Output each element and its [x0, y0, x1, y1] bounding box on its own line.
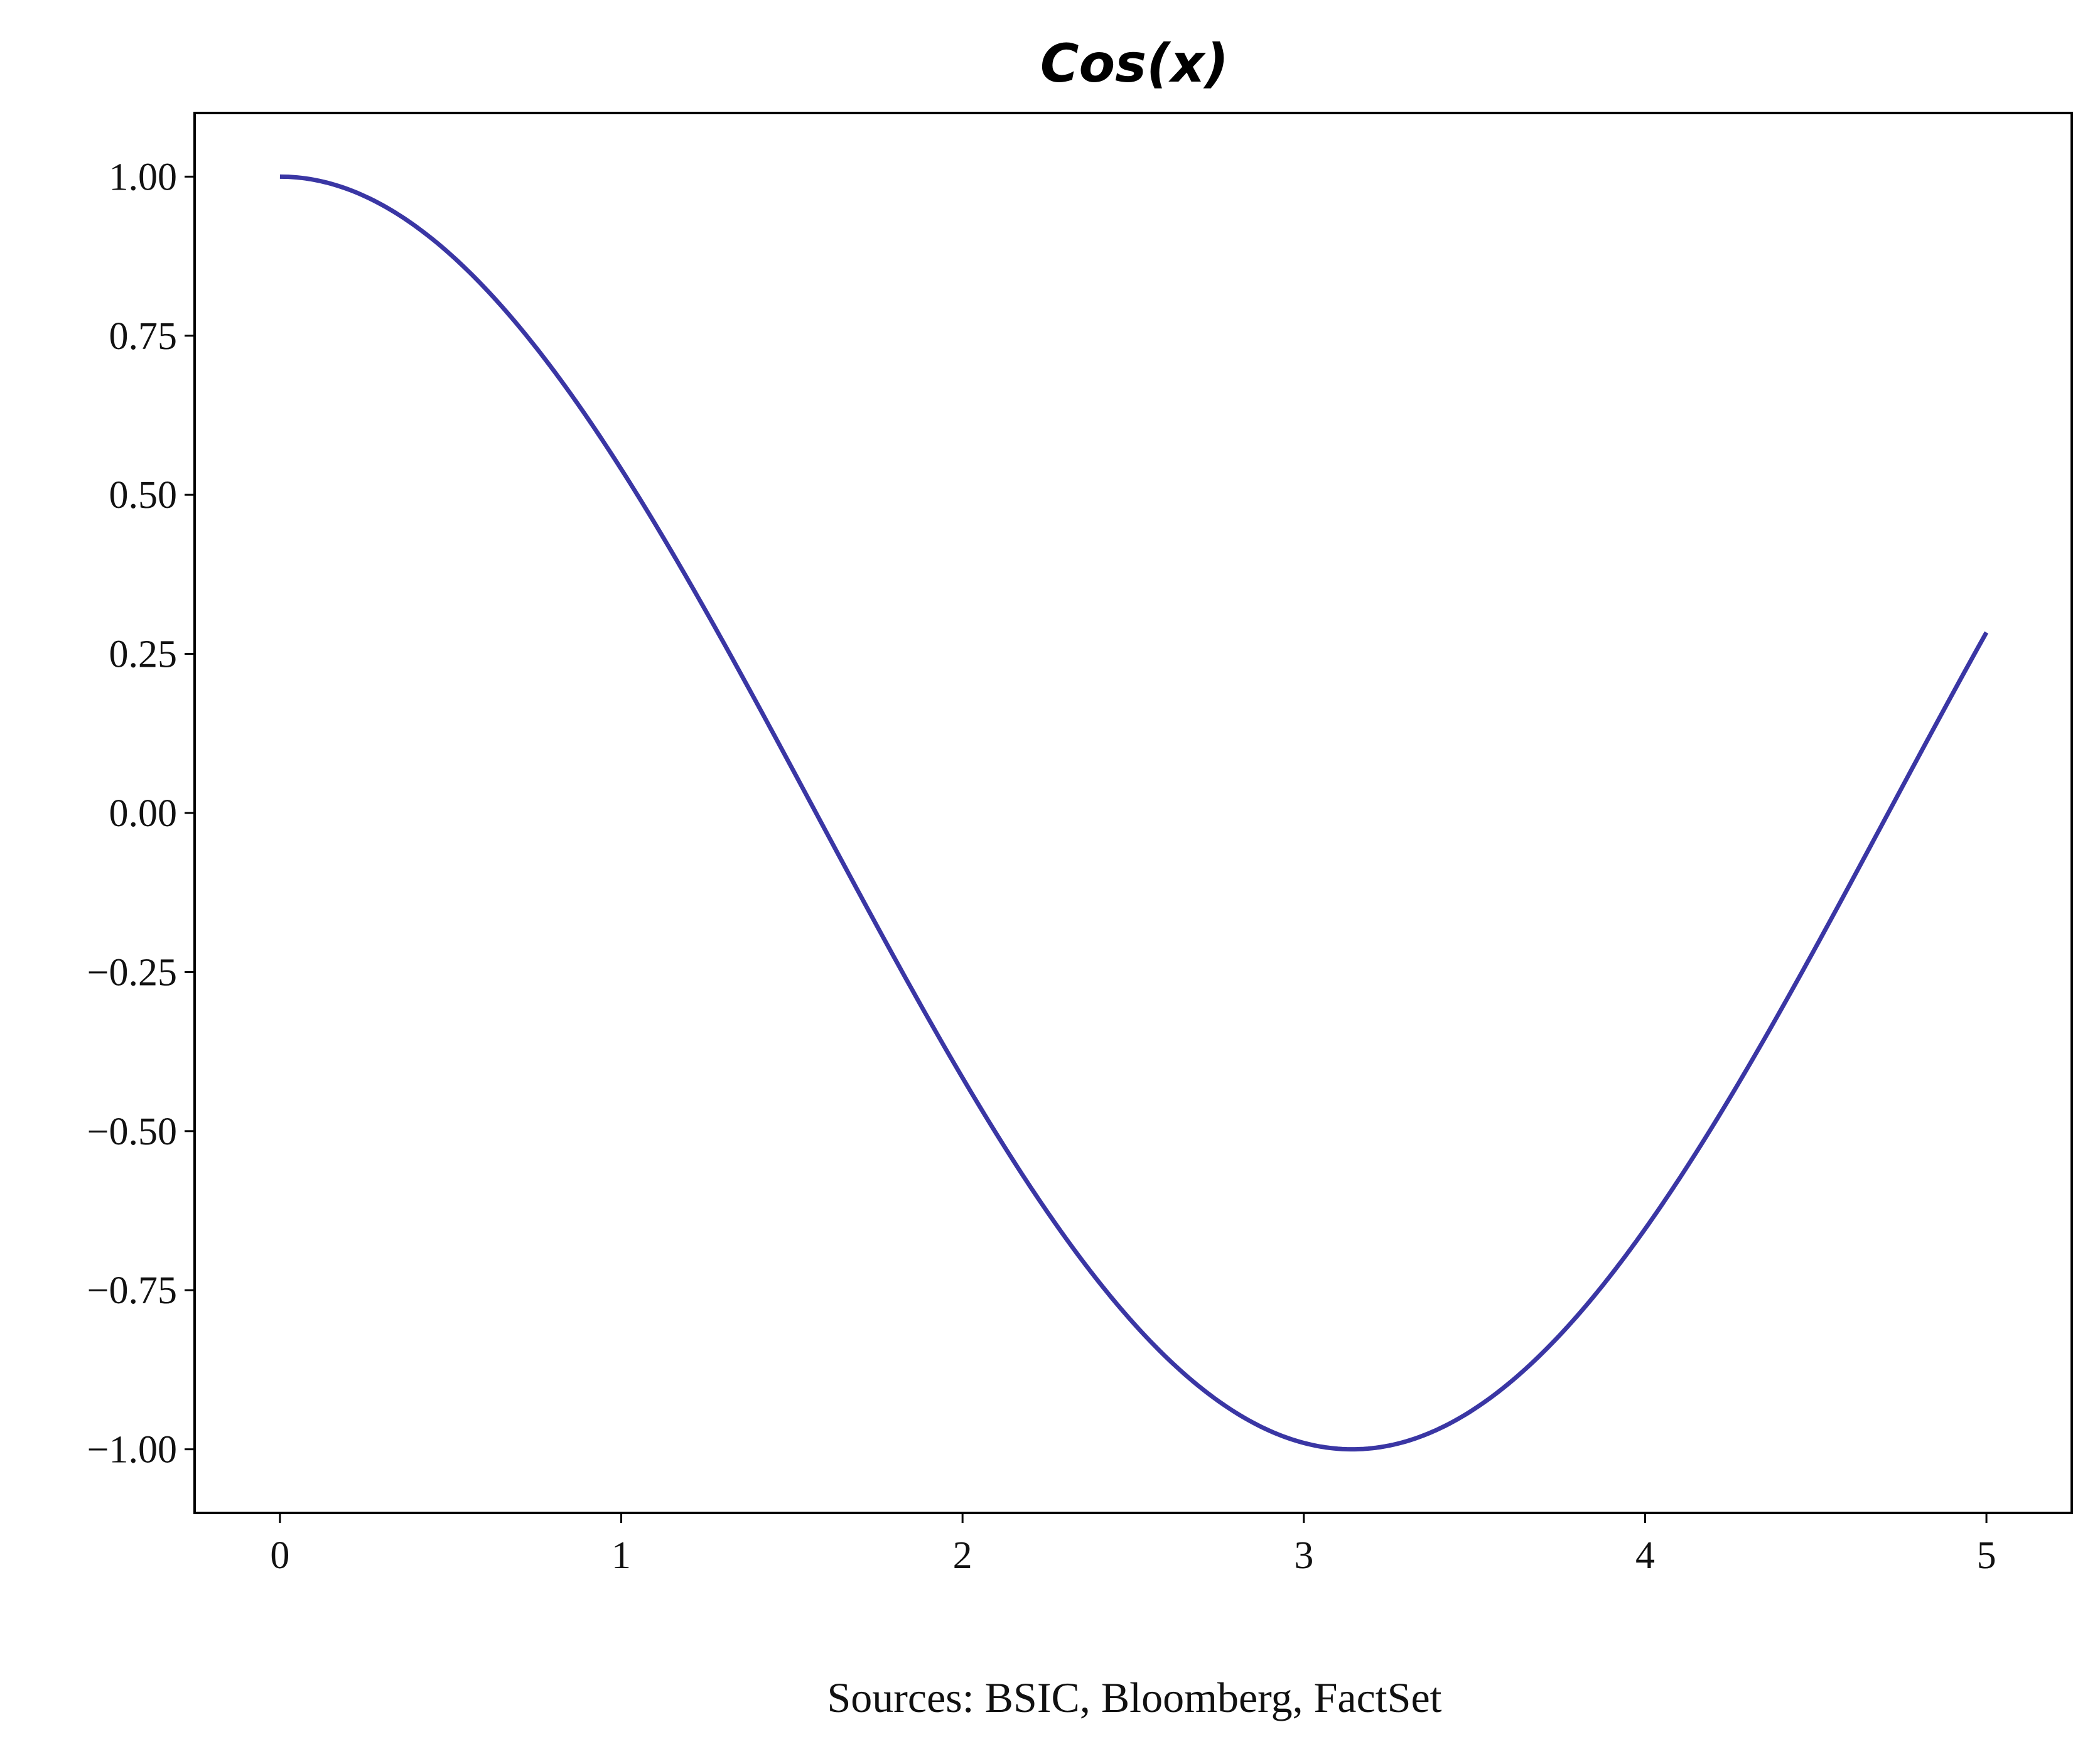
y-tick-label: −0.50 [87, 1111, 177, 1153]
y-tick-label: 0.50 [109, 474, 178, 517]
x-tick-label: 5 [1977, 1534, 1996, 1577]
source-note: Sources: BSIC, Bloomberg, FactSet [827, 1674, 1441, 1721]
x-axis: 0 1 2 3 4 5 [270, 1513, 1996, 1577]
x-tick-label: 1 [611, 1534, 631, 1577]
y-axis: 1.00 0.75 0.50 0.25 0.00 −0.25 −0.50 −0.75 −1.00 [87, 156, 195, 1472]
x-tick-label: 3 [1294, 1534, 1313, 1577]
y-tick-label: 1.00 [109, 156, 178, 198]
series-line-0 [279, 174, 1989, 1452]
x-tick-label: 0 [270, 1534, 289, 1577]
y-tick-label: −0.75 [87, 1269, 177, 1312]
plot-layer [279, 174, 1989, 1452]
y-tick-label: 0.00 [109, 792, 178, 835]
chart-title: Cos(x) [1040, 33, 1229, 94]
x-tick-label: 4 [1635, 1534, 1655, 1577]
y-tick-label: −1.00 [87, 1429, 177, 1472]
y-tick-label: 0.25 [109, 633, 178, 676]
y-tick-label: 0.75 [109, 315, 178, 358]
y-tick-label: −0.25 [87, 951, 177, 994]
x-tick-label: 2 [953, 1534, 972, 1577]
